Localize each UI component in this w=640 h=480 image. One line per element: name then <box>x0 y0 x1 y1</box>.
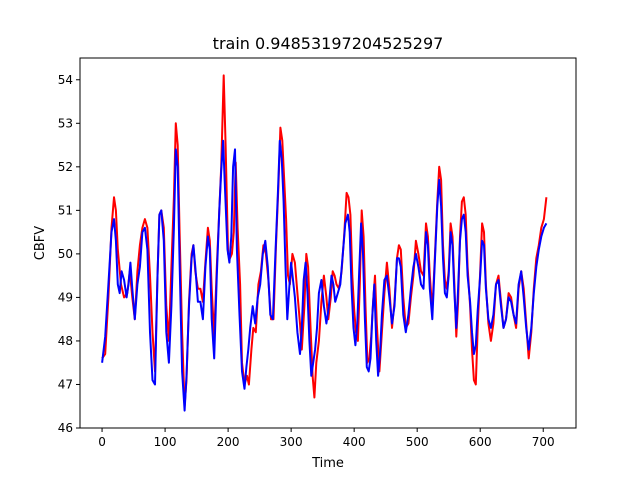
x-tick-label: 500 <box>406 435 429 449</box>
x-tick-label: 600 <box>469 435 492 449</box>
x-tick-label: 400 <box>343 435 366 449</box>
chart-title: train 0.94853197204525297 <box>213 34 444 53</box>
y-tick-label: 52 <box>58 160 73 174</box>
y-tick-label: 51 <box>58 203 73 217</box>
series-layer <box>101 74 548 412</box>
y-tick-label: 54 <box>58 73 73 87</box>
y-axis-label: CBFV <box>33 226 48 260</box>
y-tick-label: 47 <box>58 377 73 391</box>
series-line-2 <box>101 139 548 412</box>
x-tick-label: 0 <box>98 435 106 449</box>
x-axis-label: Time <box>311 456 344 471</box>
y-tick-label: 46 <box>58 421 73 435</box>
x-tick-label: 700 <box>532 435 555 449</box>
y-tick-label: 49 <box>58 290 73 304</box>
x-tick-label: 300 <box>280 435 303 449</box>
ticks-layer: 0 100 200 300 400 500 600 700 46 47 48 49 50 51 52 53 54 <box>58 73 555 449</box>
y-tick-label: 48 <box>58 334 73 348</box>
y-tick-label: 50 <box>58 247 73 261</box>
y-tick-label: 53 <box>58 116 73 130</box>
x-tick-label: 100 <box>154 435 177 449</box>
plot-frame <box>79 57 577 429</box>
x-tick-label: 200 <box>217 435 240 449</box>
